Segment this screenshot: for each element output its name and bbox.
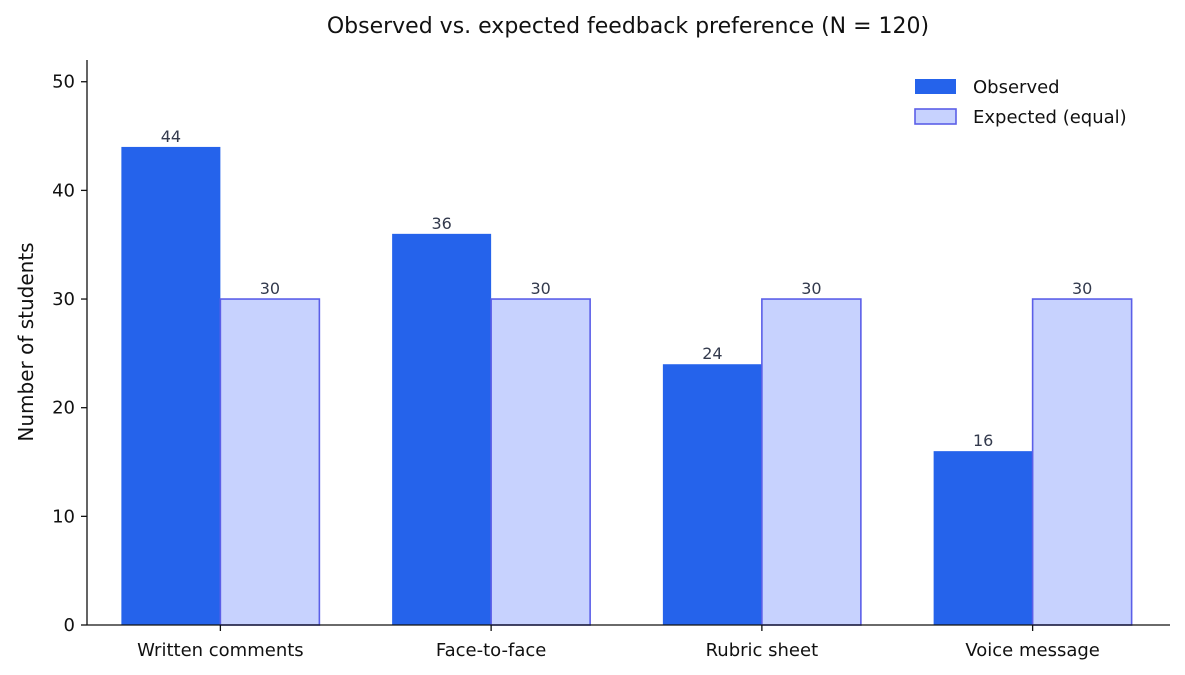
y-tick-label: 20: [52, 398, 75, 419]
y-tick-label: 40: [52, 180, 75, 201]
bar-observed-3: [662, 364, 762, 625]
bar-observed-1: [121, 146, 221, 625]
y-axis-label: Number of students: [14, 242, 38, 441]
chart-title: Observed vs. expected feedback preferenc…: [327, 14, 929, 39]
data-label: 36: [431, 214, 451, 233]
data-label: 30: [1072, 279, 1092, 298]
data-label: 16: [973, 431, 993, 450]
bar-expected-1: [219, 298, 321, 626]
data-label: 30: [801, 279, 821, 298]
bar-observed-2: [392, 233, 492, 625]
bar-observed-4: [933, 451, 1033, 625]
x-tick-label: Written comments: [137, 640, 304, 661]
x-tick-label: Rubric sheet: [706, 640, 819, 661]
x-tick-label: Voice message: [965, 640, 1100, 661]
legend-swatch-observed: [915, 79, 956, 94]
bar-expected-2: [490, 298, 591, 626]
y-tick-label: 0: [64, 615, 75, 636]
y-tick-label: 50: [52, 72, 75, 93]
bar-expected-3: [761, 298, 862, 626]
data-label: 24: [702, 344, 722, 363]
y-tick-label: 10: [52, 506, 75, 527]
y-tick-label: 30: [52, 289, 75, 310]
data-label: 30: [530, 279, 550, 298]
legend-swatch-expected: [914, 108, 957, 125]
data-label: 44: [161, 127, 181, 146]
legend-label-expected: Expected (equal): [973, 107, 1127, 128]
data-label: 30: [260, 279, 280, 298]
plot-area: 44 30 Written comments 36 30 Face-to-face 24 30…: [52, 60, 1170, 661]
legend-label-observed: Observed: [973, 77, 1060, 98]
x-tick-label: Face-to-face: [436, 640, 546, 661]
bar-expected-4: [1031, 298, 1133, 626]
legend: Observed Expected (equal): [914, 77, 1127, 128]
